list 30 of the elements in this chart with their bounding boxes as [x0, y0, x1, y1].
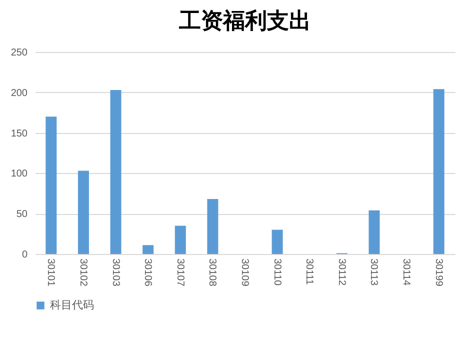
y-tick-label: 0	[22, 250, 28, 260]
y-tick-label: 150	[10, 128, 28, 140]
y-tick-label: 100	[10, 168, 28, 180]
bar	[368, 210, 380, 254]
x-tick-label: 30109	[239, 258, 250, 287]
x-tick-label: 30107	[174, 258, 186, 287]
x-tick-label: 30108	[206, 258, 218, 287]
x-tick-label: 30112	[336, 258, 347, 286]
bar	[207, 199, 218, 254]
bar	[174, 226, 186, 254]
bar	[78, 170, 89, 254]
x-tick-label: 30110	[271, 258, 282, 286]
chart-title: 工资福利支出	[178, 8, 311, 33]
legend-label: 科目代码	[50, 300, 94, 312]
x-tick-label: 30101	[45, 258, 56, 287]
x-tick-label: 30199	[432, 258, 444, 287]
bar	[142, 245, 154, 254]
bar	[110, 90, 122, 254]
x-tick-label: 30102	[77, 258, 88, 287]
x-tick-label: 30106	[142, 258, 154, 287]
bar	[272, 230, 283, 254]
bar	[433, 89, 444, 254]
x-tick-label: 30111	[304, 258, 315, 286]
x-tick-label: 30114	[400, 258, 412, 286]
y-tick-label: 200	[10, 88, 28, 99]
x-tick-label: 30113	[368, 258, 380, 286]
y-tick-label: 250	[10, 48, 28, 58]
x-tick-label: 30103	[110, 258, 121, 287]
y-tick-label: 50	[16, 209, 28, 220]
bar	[46, 116, 57, 254]
